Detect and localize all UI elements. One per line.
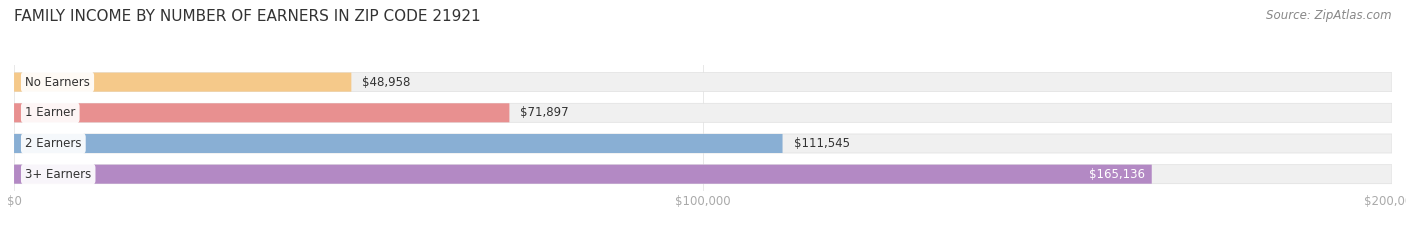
Text: $165,136: $165,136	[1088, 168, 1144, 181]
Text: 2 Earners: 2 Earners	[25, 137, 82, 150]
Text: $71,897: $71,897	[520, 106, 569, 119]
Text: FAMILY INCOME BY NUMBER OF EARNERS IN ZIP CODE 21921: FAMILY INCOME BY NUMBER OF EARNERS IN ZI…	[14, 9, 481, 24]
FancyBboxPatch shape	[14, 73, 1392, 92]
FancyBboxPatch shape	[14, 134, 1392, 153]
FancyBboxPatch shape	[14, 103, 509, 122]
Text: $48,958: $48,958	[363, 76, 411, 89]
Text: 1 Earner: 1 Earner	[25, 106, 76, 119]
FancyBboxPatch shape	[14, 165, 1392, 184]
Text: Source: ZipAtlas.com: Source: ZipAtlas.com	[1267, 9, 1392, 22]
Text: 3+ Earners: 3+ Earners	[25, 168, 91, 181]
Text: No Earners: No Earners	[25, 76, 90, 89]
FancyBboxPatch shape	[14, 134, 783, 153]
FancyBboxPatch shape	[14, 165, 1152, 184]
FancyBboxPatch shape	[14, 73, 352, 92]
Text: $111,545: $111,545	[793, 137, 849, 150]
FancyBboxPatch shape	[14, 103, 1392, 122]
